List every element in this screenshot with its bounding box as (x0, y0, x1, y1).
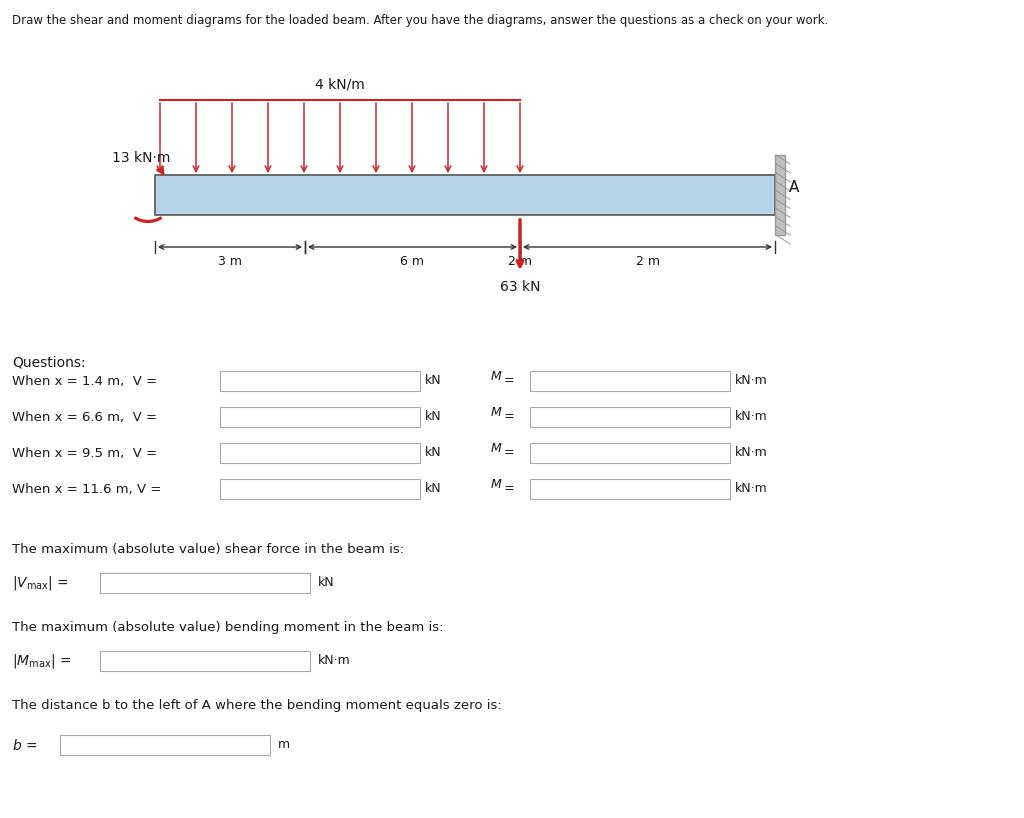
Text: Questions:: Questions: (12, 355, 86, 369)
Text: kN: kN (425, 483, 441, 496)
Text: kN: kN (425, 411, 441, 424)
Bar (220, 371, 420, 391)
Bar (530, 479, 730, 499)
Text: 3 m: 3 m (218, 255, 242, 268)
Text: $M$: $M$ (490, 479, 503, 492)
Text: kN·m: kN·m (318, 654, 351, 667)
Bar (220, 407, 420, 427)
Text: $M$: $M$ (490, 443, 503, 456)
Text: kN: kN (318, 577, 335, 590)
Bar (100, 651, 310, 671)
Bar (220, 443, 420, 463)
Text: 2 m: 2 m (636, 255, 659, 268)
Text: kN: kN (425, 375, 441, 388)
Bar (530, 371, 730, 391)
Text: 13 kN·m: 13 kN·m (112, 151, 170, 165)
Text: The distance b to the left of A where the bending moment equals zero is:: The distance b to the left of A where th… (12, 699, 502, 712)
Bar (775, 155, 785, 235)
Text: Draw the shear and moment diagrams for the loaded beam. After you have the diagr: Draw the shear and moment diagrams for t… (12, 14, 828, 27)
Text: $|V_{\rm max}|$ =: $|V_{\rm max}|$ = (12, 574, 69, 592)
Text: $|M_{\rm max}|$ =: $|M_{\rm max}|$ = (12, 652, 72, 670)
Text: kN·m: kN·m (735, 375, 768, 388)
Bar (155, 175, 775, 215)
Text: When x = 6.6 m,  V =: When x = 6.6 m, V = (12, 411, 157, 424)
Text: When x = 1.4 m,  V =: When x = 1.4 m, V = (12, 375, 157, 388)
Text: kN: kN (425, 447, 441, 460)
Text: $M$: $M$ (490, 407, 503, 420)
Text: A: A (790, 180, 800, 195)
Text: m: m (278, 739, 290, 752)
Text: kN·m: kN·m (735, 483, 768, 496)
Text: kN·m: kN·m (735, 447, 768, 460)
Bar (60, 735, 270, 755)
Text: $b$ =: $b$ = (12, 738, 37, 753)
Bar (530, 407, 730, 427)
Bar (220, 479, 420, 499)
Text: 2 m: 2 m (508, 255, 532, 268)
Text: =: = (504, 411, 515, 424)
Text: When x = 9.5 m,  V =: When x = 9.5 m, V = (12, 447, 157, 460)
Bar (530, 443, 730, 463)
Text: =: = (504, 375, 515, 388)
Text: =: = (504, 483, 515, 496)
Text: The maximum (absolute value) shear force in the beam is:: The maximum (absolute value) shear force… (12, 543, 404, 556)
Text: 4 kN/m: 4 kN/m (315, 78, 365, 92)
Bar (100, 573, 310, 593)
Text: When x = 11.6 m, V =: When x = 11.6 m, V = (12, 483, 162, 496)
Text: $M$: $M$ (490, 371, 503, 384)
Text: kN·m: kN·m (735, 411, 768, 424)
Text: 6 m: 6 m (400, 255, 425, 268)
Text: 63 kN: 63 kN (500, 280, 541, 294)
Text: =: = (504, 447, 515, 460)
Text: The maximum (absolute value) bending moment in the beam is:: The maximum (absolute value) bending mom… (12, 621, 443, 634)
